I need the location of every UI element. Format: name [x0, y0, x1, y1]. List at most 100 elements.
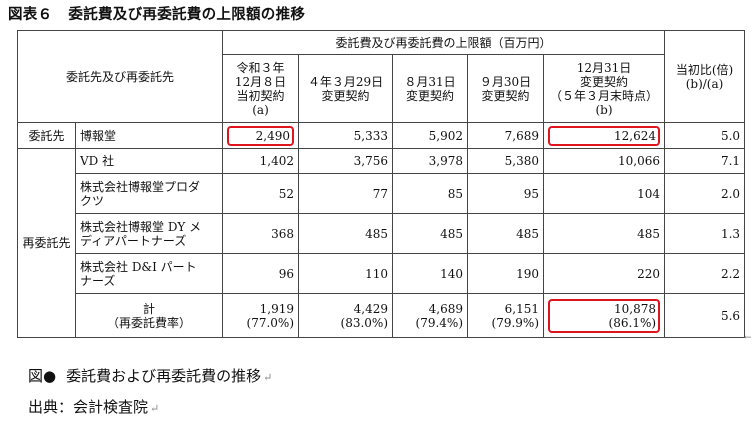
value-text: 368 — [271, 226, 295, 241]
value-pct: (79.4%) — [415, 315, 464, 330]
value-cell: 104 — [543, 173, 666, 214]
name-line: VD 社 — [80, 154, 115, 168]
value-cell: 5,902 — [392, 122, 469, 149]
value-cell: 10,066 — [543, 148, 666, 174]
value-pct: (86.1%) — [608, 315, 657, 330]
name-cell: 株式会社 D&I パート ナーズ — [74, 253, 224, 294]
ratio-header-line: 当初比(倍) — [675, 62, 734, 77]
col-header-line: 12月８日 — [234, 74, 287, 89]
value-cell: 110 — [298, 253, 394, 294]
col-header-line: ４年３月29日 — [307, 74, 384, 89]
value-cell: 485 — [543, 213, 666, 254]
value-text: 2,490 — [255, 128, 291, 143]
value-text: 110 — [365, 266, 389, 281]
category-label: 委託先 — [28, 128, 65, 143]
col-header-line: 変更契約 — [481, 88, 530, 103]
ratio-text: 1.3 — [720, 226, 741, 241]
row-header-text: 委託先及び再委託先 — [66, 69, 175, 84]
col-header-line: 変更契約 — [406, 88, 455, 103]
ratio-header-line: (b)/(a) — [685, 76, 724, 91]
value-cell: 77 — [298, 173, 394, 214]
name-cell: 博報堂 — [74, 122, 224, 149]
value-cell: 12,624 — [543, 122, 666, 149]
ratio-text: 2.0 — [720, 186, 741, 201]
col-header-line: ８月31日 — [404, 74, 456, 89]
return-arrow-icon: ← — [744, 333, 752, 343]
category-cell: 再委託先 — [17, 148, 76, 338]
table-row: 株式会社博報堂 DY メ ディアパートナーズ 368 485 485 485 4… — [18, 213, 746, 254]
value-cell: 10,878 (86.1%) — [543, 293, 666, 338]
col-header-line: 変更契約 — [580, 74, 629, 89]
ratio-header-cell: 当初比(倍) (b)/(a) — [664, 30, 746, 123]
col-header-initial: 令和３年 12月８日 当初契約 (a) — [222, 54, 300, 123]
value-text: 5,333 — [353, 128, 389, 143]
ratio-cell: 5.0 — [664, 122, 746, 149]
value-pct: (79.9%) — [491, 315, 540, 330]
name-line: 株式会社博報堂 DY メ — [80, 219, 202, 234]
table-row: 再委託先 VD 社 1,402 3,756 3,978 5,380 10,066… — [17, 148, 746, 338]
value-cell: 52 — [222, 173, 300, 214]
source-text: 出典：会計検査院 — [28, 398, 149, 416]
value-cell: 6,151 (79.9%) — [467, 293, 545, 338]
value-cell: 4,689 (79.4%) — [392, 293, 469, 338]
col-header-aug31: ８月31日 変更契約 — [392, 54, 469, 123]
category-cell: 委託先 — [17, 122, 76, 149]
name-line: クツ — [80, 193, 105, 208]
caption-text: 委託費および再委託費の推移 — [66, 367, 262, 385]
budget-table: 委託先及び再委託先 委託費及び再委託費の上限額（百万円） 当初比(倍) (b)/… — [16, 30, 746, 338]
value-cell: 485 — [467, 213, 545, 254]
col-header-line: 令和３年 — [236, 60, 285, 75]
name-line: 博報堂 — [80, 128, 117, 143]
value-cell: 3,978 — [392, 148, 469, 174]
value-text: 3,978 — [428, 154, 464, 168]
value-text: 220 — [637, 266, 661, 281]
col-header-line: (a) — [252, 102, 269, 117]
col-header-dec31: 12月31日 変更契約 （５年３月末時点） (b) — [543, 54, 666, 123]
value-text: 5,902 — [428, 128, 464, 143]
col-header-line: (b) — [595, 102, 613, 117]
name-cell: VD 社 — [74, 148, 224, 174]
value-text: 190 — [516, 266, 540, 281]
value-text: 485 — [365, 226, 389, 241]
value-cell: 2,490 — [222, 122, 300, 149]
row-header-cell: 委託先及び再委託先 — [16, 30, 224, 123]
value-text: 5,380 — [504, 154, 540, 168]
value-cell: 5,333 — [298, 122, 394, 149]
value-text: 4,689 — [428, 301, 464, 316]
value-text: 4,429 — [353, 301, 389, 316]
figure-title-text: 委託費及び再委託費の上限額の推移 — [68, 6, 306, 23]
value-text: 1,402 — [259, 154, 295, 168]
category-label: 再委託先 — [22, 236, 71, 250]
value-text: 1,919 — [259, 301, 295, 316]
col-header-line: 変更契約 — [321, 88, 370, 103]
value-cell: 95 — [467, 173, 545, 214]
caption-marker: 図● — [28, 367, 57, 385]
ratio-cell: 2.2 — [664, 253, 746, 294]
paragraph-mark-icon: ↵ — [263, 371, 273, 384]
value-cell: 190 — [467, 253, 545, 294]
value-text: 10,066 — [618, 154, 661, 168]
value-cell: 3,756 — [298, 148, 394, 174]
value-text: 485 — [637, 226, 661, 241]
value-text: 6,151 — [504, 301, 540, 316]
paragraph-mark-icon: ↵ — [150, 402, 160, 415]
ratio-cell: 5.6 — [664, 293, 746, 338]
figure-caption: 図● 委託費および再委託費の推移 ↵ — [28, 365, 272, 386]
value-cell: 140 — [392, 253, 469, 294]
value-text: 52 — [278, 186, 295, 201]
value-text: 3,756 — [353, 154, 389, 168]
value-cell: 220 — [543, 253, 666, 294]
name-line: ナーズ — [80, 273, 116, 288]
value-cell: 485 — [298, 213, 394, 254]
ratio-text: 5.0 — [720, 128, 741, 143]
value-text: 96 — [278, 266, 295, 281]
table-row: 株式会社博報堂プロダ クツ 52 77 85 95 104 2.0 — [18, 173, 746, 214]
source-line: 出典：会計検査院 ↵ — [28, 396, 159, 417]
ratio-cell: 2.0 — [664, 173, 746, 214]
value-cell: 368 — [222, 213, 300, 254]
value-text: 95 — [523, 186, 540, 201]
value-text: 85 — [447, 186, 464, 201]
highlight-box: 12,624 — [548, 125, 661, 146]
name-line: 株式会社 D&I パート — [80, 259, 197, 274]
name-line: ディアパートナーズ — [80, 233, 187, 248]
